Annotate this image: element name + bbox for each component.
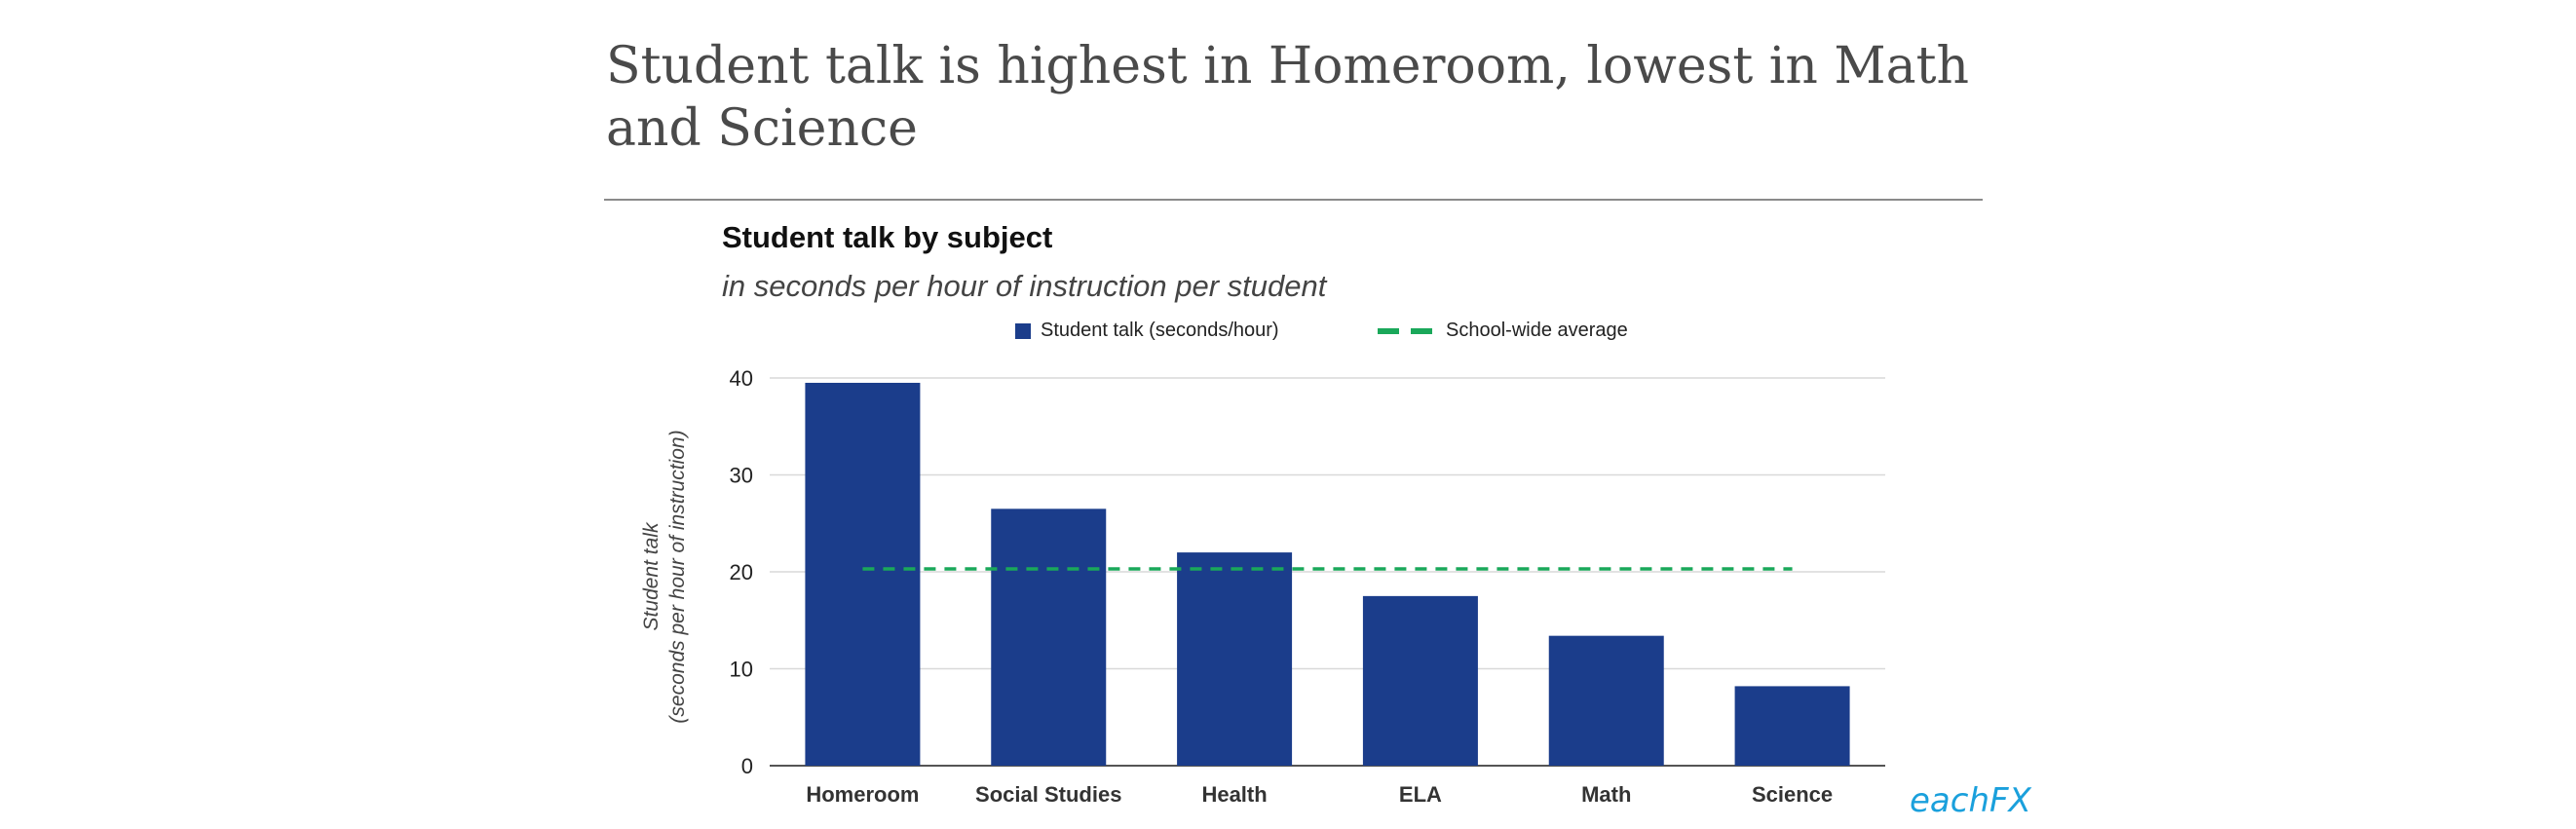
bar-health — [1177, 552, 1293, 766]
bar-math — [1548, 635, 1664, 766]
y-axis-title: Student talk (seconds per hour of instruc… — [640, 430, 689, 723]
legend-item-average: School-wide average — [1378, 320, 1628, 342]
x-axis-ticks: Homeroom Social Studies Health ELA Math Scien… — [806, 782, 1833, 807]
y-tick-label: 20 — [730, 560, 753, 584]
y-tick-label: 40 — [730, 366, 753, 391]
headline-divider — [604, 199, 1983, 201]
x-tick-label: Science — [1752, 782, 1833, 807]
page-headline: Student talk is highest in Homeroom, low… — [606, 37, 1970, 158]
y-tick-label: 10 — [730, 658, 753, 682]
x-tick-label: Math — [1581, 782, 1631, 807]
chart-subtitle: in seconds per hour of instruction per s… — [722, 269, 1327, 303]
legend-swatch-bar — [1015, 322, 1031, 339]
legend-label-average: School-wide average — [1446, 320, 1628, 341]
y-axis-ticks: 0 10 20 30 40 — [730, 366, 753, 778]
legend-swatch-dashed-line — [1378, 327, 1436, 334]
bars — [805, 382, 1850, 766]
x-tick-label: Homeroom — [806, 782, 919, 807]
chart-title: Student talk by subject — [722, 220, 1053, 254]
y-tick-label: 0 — [741, 754, 753, 778]
y-tick-label: 30 — [730, 464, 753, 488]
bar-social-studies — [991, 509, 1107, 766]
x-tick-label: ELA — [1399, 782, 1442, 807]
x-tick-label: Social Studies — [975, 782, 1121, 807]
legend-item-student-talk: Student talk (seconds/hour) — [1015, 320, 1279, 342]
brand-watermark: eachFX — [1910, 781, 2031, 820]
bar-science — [1734, 686, 1850, 766]
bar-homeroom — [805, 382, 921, 766]
bar-ela — [1362, 595, 1478, 766]
x-tick-label: Health — [1201, 782, 1267, 807]
y-axis-label: Student talk (seconds per hour of instruc… — [640, 430, 689, 723]
gridlines — [770, 377, 1885, 767]
legend-label-student-talk: Student talk (seconds/hour) — [1041, 320, 1279, 341]
